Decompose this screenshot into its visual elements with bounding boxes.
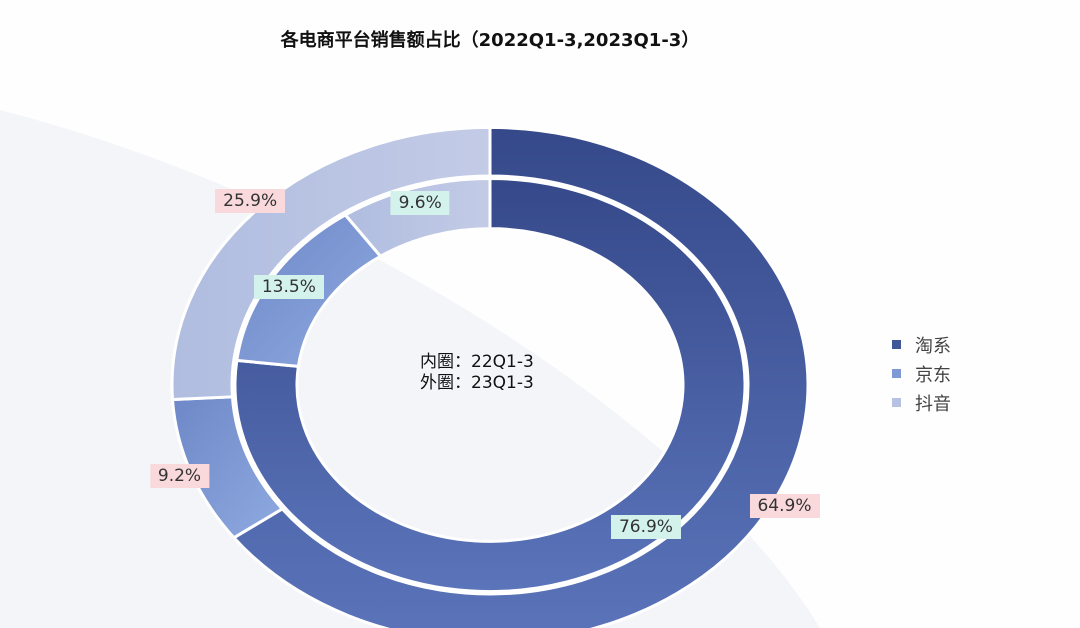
legend-swatch [892, 398, 901, 407]
inner-slice-0 [233, 176, 747, 593]
center-note-inner: 内圈：22Q1-3 [420, 352, 534, 372]
legend-item-jd[interactable]: 京东 [892, 359, 951, 388]
legend-swatch [892, 369, 901, 378]
outer-slice-0 [231, 125, 810, 628]
legend-item-taoxi[interactable]: 淘系 [892, 330, 951, 359]
legend-label: 京东 [915, 364, 951, 386]
chart-title: 各电商平台销售额占比（2022Q1-3,2023Q1-3） [280, 30, 700, 51]
inner-data-label: 13.5% [253, 274, 324, 299]
center-note-outer: 外圈：23Q1-3 [420, 373, 534, 393]
inner-data-label: 76.9% [610, 515, 681, 540]
inner-slice-2 [343, 176, 492, 259]
legend-item-douyin[interactable]: 抖音 [892, 388, 951, 417]
inner-data-label: 9.6% [390, 191, 450, 216]
outer-data-label: 9.2% [149, 463, 210, 488]
legend-swatch [892, 340, 901, 349]
outer-data-label: 64.9% [749, 493, 820, 518]
center-note: 内圈：22Q1-3 外圈：23Q1-3 [420, 352, 534, 394]
legend-label: 淘系 [915, 335, 951, 357]
outer-data-label: 25.9% [215, 189, 286, 214]
legend: 淘系 京东 抖音 [892, 330, 951, 417]
legend-label: 抖音 [915, 393, 951, 415]
